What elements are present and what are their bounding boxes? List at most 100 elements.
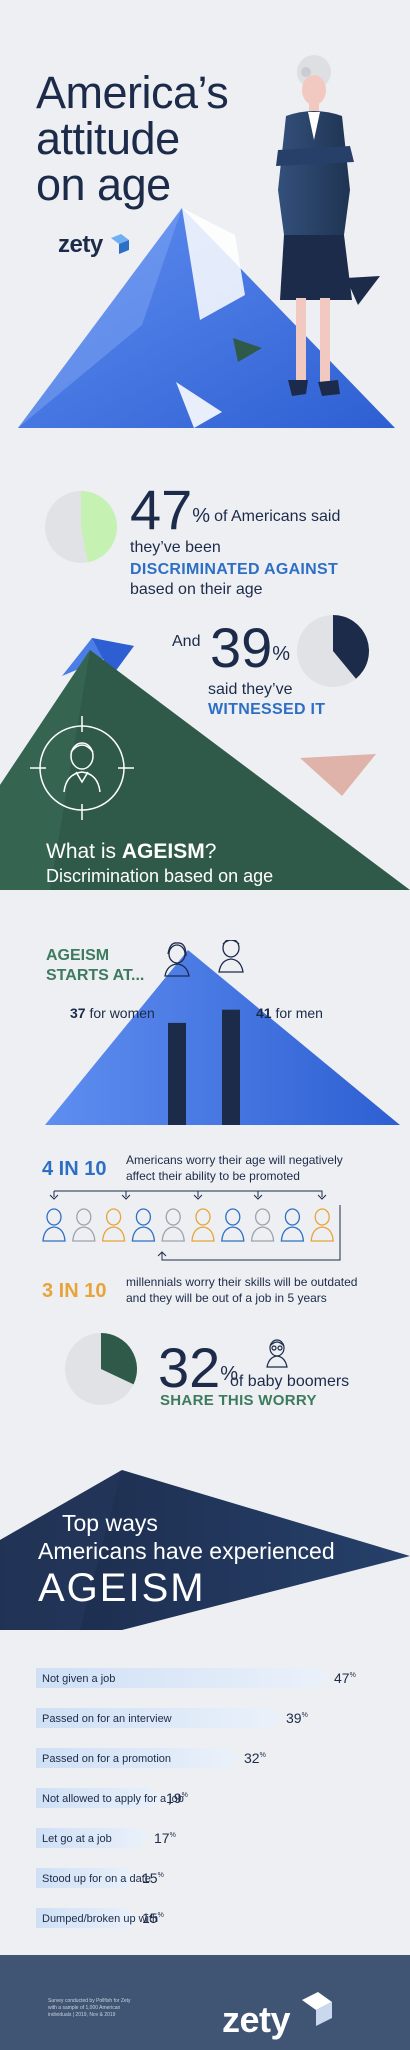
bar-value-label: 15% xyxy=(142,1870,164,1886)
bar xyxy=(36,1828,150,1848)
bar-label: Dumped/broken up with xyxy=(42,1913,158,1925)
bar-value-label: 32% xyxy=(244,1750,266,1766)
definition-question: What is AGEISM? xyxy=(46,840,216,864)
boomers-highlight: SHARE THIS WORRY xyxy=(160,1392,317,1409)
bar xyxy=(36,1668,330,1688)
title-line: on age xyxy=(36,159,171,210)
person-icon xyxy=(72,1208,96,1242)
person-icon xyxy=(250,1208,275,1242)
boomers-pie xyxy=(65,1333,137,1405)
promotion-line: Americans worry their age will negativel… xyxy=(126,1153,343,1167)
person-icon xyxy=(131,1208,156,1242)
millennials-line: and they will be out of a job in 5 years xyxy=(126,1291,327,1305)
ways-line3: AGEISM xyxy=(38,1566,206,1610)
footer xyxy=(0,1955,410,2050)
person-icon xyxy=(63,742,101,793)
green-triangle-bg xyxy=(0,650,410,890)
promotion-line: affect their ability to be promoted xyxy=(126,1169,300,1183)
definition-decor xyxy=(0,650,410,890)
discriminated-value: 47 xyxy=(130,478,193,541)
white-facet xyxy=(182,208,245,320)
men-age-label: for men xyxy=(271,1005,323,1021)
bar-value-label: 39% xyxy=(286,1710,308,1726)
millennials-text: millennials worry their skills will be o… xyxy=(126,1274,357,1306)
navy-triangle xyxy=(346,276,380,305)
millennials-stat: 3 IN 10 xyxy=(42,1280,107,1302)
zety-logo: zety xyxy=(58,231,131,259)
elderly-person-icon xyxy=(266,1339,288,1368)
percent-sign: % xyxy=(272,643,291,665)
bar-label: Let go at a job xyxy=(42,1833,112,1845)
woman-icon xyxy=(164,942,190,977)
bar-value-label: 15% xyxy=(142,1910,164,1926)
men-age: 41 for men xyxy=(256,1005,323,1021)
footer-note-line: Survey conducted by Pollfish for Zety xyxy=(48,1998,131,2004)
women-age-value: 37 xyxy=(70,1005,86,1021)
blue-facet xyxy=(18,208,182,428)
question-suffix: ? xyxy=(204,840,217,863)
question-highlight: AGEISM xyxy=(121,840,205,863)
witnessed-line1: said they’ve xyxy=(208,681,293,698)
footer-note-line: with a sample of 1,000 American xyxy=(48,2005,121,2011)
discriminated-stat: 47% of Americans said xyxy=(130,482,390,538)
promotion-stat: 4 IN 10 xyxy=(42,1158,107,1180)
footer-logo-text: zety xyxy=(222,1999,291,2040)
bar-label: Not allowed to apply for a job xyxy=(42,1793,184,1805)
bar xyxy=(36,1748,240,1768)
person-icon xyxy=(161,1208,185,1242)
footer-logo: zety xyxy=(222,1992,334,2041)
top-ways-banner xyxy=(0,1470,410,1630)
bar-label: Not given a job xyxy=(42,1673,115,1685)
bar xyxy=(36,1788,162,1808)
title-line: America’s xyxy=(36,67,229,118)
logo-mark-icon xyxy=(301,1992,332,2026)
man-icon xyxy=(218,940,244,973)
logo-mark-icon xyxy=(110,234,129,254)
starts-heading: AGEISM STARTS AT... xyxy=(46,946,144,986)
boomers-stat: 32% xyxy=(158,1340,238,1396)
businesswoman-illustration xyxy=(276,55,354,396)
page-title: America’s attitude on age xyxy=(36,70,256,208)
percent-sign: % xyxy=(220,1363,239,1385)
witnessed-stat: 39% xyxy=(210,620,290,676)
bar-label: Passed on for a promotion xyxy=(42,1753,171,1765)
person-icon xyxy=(191,1208,215,1242)
bar xyxy=(36,1708,282,1728)
person-icon xyxy=(280,1208,305,1242)
white-triangle xyxy=(176,382,222,428)
bar-value-label: 19% xyxy=(166,1790,188,1806)
promotion-text: Americans worry their age will negativel… xyxy=(126,1152,343,1184)
women-age-label: for women xyxy=(85,1005,155,1021)
bar-value-label: 47% xyxy=(334,1670,356,1686)
women-age-bar xyxy=(168,1022,186,1125)
starts-chart xyxy=(45,940,400,1125)
witnessed-prefix: And xyxy=(172,633,201,650)
ways-bar-chart: Not given a job 47% Passed on for an inter… xyxy=(36,1668,356,1928)
person-icon xyxy=(42,1208,66,1242)
pink-triangle xyxy=(300,754,376,796)
person-icon xyxy=(221,1208,245,1242)
men-age-bar xyxy=(222,1009,240,1125)
bar xyxy=(36,1868,138,1888)
discriminated-line3: based on their age xyxy=(130,581,263,598)
person-icon xyxy=(101,1208,126,1242)
discriminated-line2: they’ve been xyxy=(130,539,221,556)
discriminated-highlight: DISCRIMINATED AGAINST xyxy=(130,561,339,578)
percent-sign: % xyxy=(192,505,211,527)
logo-text: zety xyxy=(58,231,103,258)
witnessed-highlight: WITNESSED IT xyxy=(208,701,326,718)
bar xyxy=(36,1908,138,1928)
women-age: 37 for women xyxy=(70,1005,155,1021)
millennials-line: millennials worry their skills will be o… xyxy=(126,1275,358,1289)
men-age-value: 41 xyxy=(256,1005,272,1021)
footer-note-line: individuals | 2019, Nov & 2019 xyxy=(48,2012,116,2018)
person-icon xyxy=(310,1208,334,1242)
ways-line2: Americans have experienced xyxy=(38,1538,335,1564)
witnessed-value: 39 xyxy=(210,616,273,679)
people-row xyxy=(42,1190,341,1261)
footer-note: Survey conducted by Pollfish for Zety wi… xyxy=(48,1998,131,2019)
title-line: attitude xyxy=(36,113,180,164)
question-prefix: What is xyxy=(46,840,122,863)
discriminated-line1: of Americans said xyxy=(214,508,341,525)
